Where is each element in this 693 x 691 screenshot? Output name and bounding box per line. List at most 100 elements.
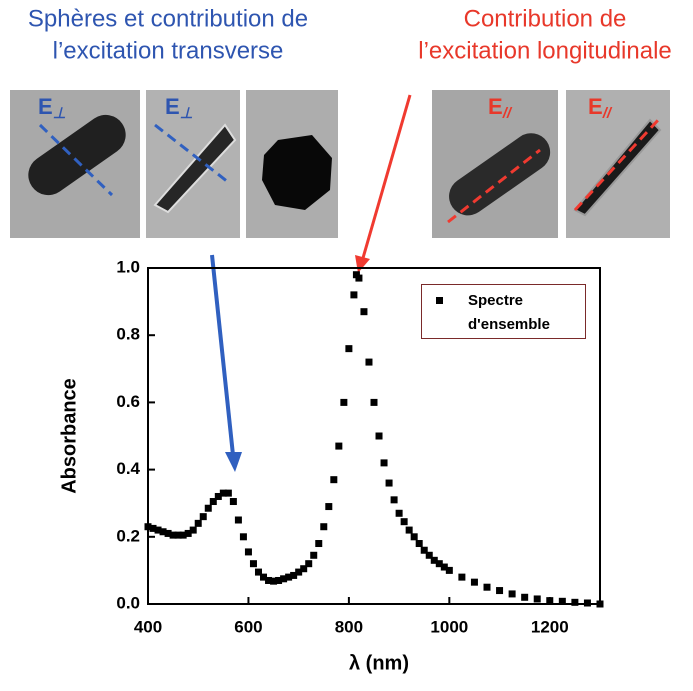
data-point [260, 573, 268, 581]
data-point [400, 518, 408, 526]
data-point [194, 519, 202, 527]
data-point [214, 492, 222, 500]
data-point [415, 540, 423, 548]
data-point [445, 566, 453, 574]
data-point [229, 498, 237, 506]
image-label-sub: ⊥ [180, 105, 193, 122]
data-point [571, 598, 579, 606]
data-point [596, 600, 604, 608]
data-point [204, 504, 212, 512]
data-point [395, 509, 403, 517]
y-tick-label: 0.0 [116, 593, 140, 612]
data-point [496, 587, 504, 595]
y-axis-label: Absorbance [58, 378, 80, 494]
image-label: E⊥ [165, 94, 193, 122]
x-axis-label: λ (nm) [349, 652, 409, 674]
y-tick-label: 0.6 [116, 392, 140, 411]
image-label-base: E [488, 94, 503, 119]
image-label-sub: // [602, 105, 613, 122]
data-point [184, 529, 192, 537]
data-point [583, 599, 591, 607]
data-point [330, 476, 338, 484]
data-point [144, 523, 152, 531]
data-point [385, 479, 393, 487]
data-point [270, 577, 278, 585]
data-point [234, 516, 242, 524]
annotation: Sphères et contribution de [28, 5, 308, 32]
data-point [305, 560, 313, 568]
x-tick-label: 600 [234, 617, 262, 636]
annotation: Contribution de [464, 5, 627, 32]
data-point [275, 576, 283, 584]
data-point [280, 575, 288, 583]
data-point [285, 573, 293, 581]
data-point [390, 496, 398, 504]
data-point [405, 526, 413, 534]
data-point [189, 526, 197, 534]
data-point [370, 398, 378, 406]
x-tick-label: 1000 [430, 617, 468, 636]
data-point [295, 568, 303, 576]
data-point [365, 358, 373, 366]
data-point [425, 551, 433, 559]
data-point [430, 556, 438, 564]
image-label-base: E [588, 94, 603, 119]
data-point [219, 489, 227, 497]
image-label-base: E [38, 94, 53, 119]
image-label: E// [488, 94, 513, 122]
data-point [315, 540, 323, 548]
data-point [345, 345, 353, 353]
annotation: l’excitation transverse [53, 37, 284, 64]
data-point [410, 533, 418, 541]
data-point [350, 291, 358, 299]
y-tick-label: 0.8 [116, 325, 140, 344]
image-label: E⊥ [38, 94, 66, 122]
data-point [325, 503, 333, 511]
data-point [420, 546, 428, 554]
data-point [169, 531, 177, 539]
data-point [290, 571, 298, 579]
data-point [521, 593, 529, 601]
data-point [483, 583, 491, 591]
data-point [224, 489, 232, 497]
data-point [310, 551, 318, 559]
data-point [508, 590, 516, 598]
y-tick-label: 0.4 [116, 459, 140, 478]
data-point [360, 308, 368, 316]
data-point [244, 548, 252, 556]
x-tick-label: 1200 [531, 617, 569, 636]
data-point [174, 531, 182, 539]
data-point [239, 533, 247, 541]
legend-label: Spectre d'ensemble [468, 292, 550, 333]
data-point [355, 274, 363, 282]
legend-swatch [436, 297, 443, 304]
data-point [179, 531, 187, 539]
data-point [340, 398, 348, 406]
data-point [199, 513, 207, 521]
data-point [470, 578, 478, 586]
data-point [320, 523, 328, 531]
data-point [380, 459, 388, 467]
data-point [375, 432, 383, 440]
data-point [558, 597, 566, 605]
annotation: l’excitation longitudinale [418, 37, 672, 64]
data-point [159, 528, 167, 536]
image-label: E// [588, 94, 613, 122]
image-label-sub: // [502, 105, 513, 122]
data-point [546, 597, 554, 605]
data-point [209, 498, 217, 506]
image-label-sub: ⊥ [53, 105, 66, 122]
data-point [435, 560, 443, 568]
data-point [335, 442, 343, 450]
y-tick-label: 0.2 [116, 526, 140, 545]
data-point [254, 568, 262, 576]
x-tick-label: 400 [134, 617, 162, 636]
data-point [533, 595, 541, 603]
plot-frame [147, 267, 601, 605]
data-point [149, 524, 157, 532]
y-tick-label: 1.0 [116, 257, 140, 276]
data-point [154, 526, 162, 534]
data-point [300, 565, 308, 573]
